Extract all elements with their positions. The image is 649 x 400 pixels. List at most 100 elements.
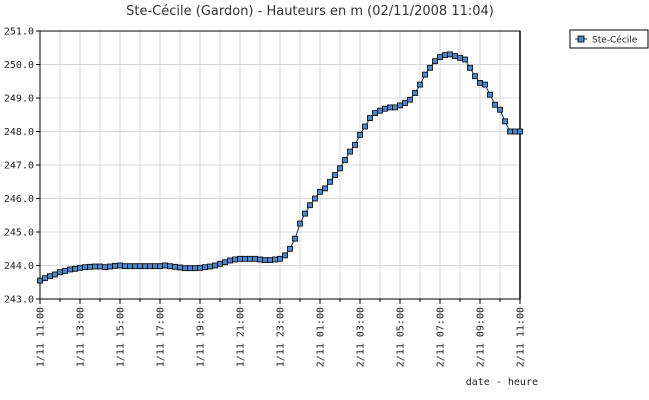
data-point xyxy=(197,264,203,271)
data-point xyxy=(142,263,148,270)
data-point xyxy=(482,81,488,88)
data-point xyxy=(392,104,398,111)
data-point xyxy=(337,165,343,172)
data-point xyxy=(262,257,268,264)
y-tick-label: 249.0 xyxy=(4,94,34,105)
data-point xyxy=(502,118,508,125)
x-tick-label: 1/11 15:00 xyxy=(116,307,127,367)
data-point xyxy=(312,195,318,202)
data-point xyxy=(122,263,128,270)
x-axis: 1/11 11:00 1/11 13:00 1/11 15:00 1/11 17:00… xyxy=(36,299,527,367)
data-point xyxy=(212,262,218,269)
data-point xyxy=(97,263,103,270)
data-point xyxy=(52,271,58,278)
legend-box xyxy=(569,29,649,49)
data-point xyxy=(307,202,313,209)
x-tick-label: 1/11 11:00 xyxy=(36,307,47,367)
data-point xyxy=(427,64,433,71)
x-tick-label: 2/11 09:00 xyxy=(476,307,487,367)
data-point xyxy=(457,54,463,61)
x-tick-label: 2/11 11:00 xyxy=(516,307,527,367)
x-tick-label: 1/11 19:00 xyxy=(196,307,207,367)
data-point xyxy=(342,157,348,163)
data-point xyxy=(202,264,208,271)
data-point xyxy=(82,264,88,271)
y-axis: 243.0 244.0 245.0 246.0 247.0 248.0 249.0 250.0… xyxy=(4,27,40,306)
data-point xyxy=(322,185,328,192)
data-point xyxy=(177,264,183,271)
data-point xyxy=(422,71,428,78)
x-tick-label: 2/11 03:00 xyxy=(356,307,367,367)
data-point xyxy=(132,263,138,270)
data-point xyxy=(492,101,498,108)
data-point xyxy=(417,81,423,88)
data-point xyxy=(302,210,308,217)
y-tick-label: 248.0 xyxy=(4,127,34,138)
chart-title: Ste-Cécile (Gardon) - Hauteurs en m (02/… xyxy=(126,4,494,19)
data-point xyxy=(407,96,413,103)
data-point xyxy=(472,73,478,80)
data-point xyxy=(112,262,118,269)
data-point xyxy=(152,263,158,270)
data-point xyxy=(117,262,123,269)
y-tick-label: 246.0 xyxy=(4,194,34,205)
data-point xyxy=(222,259,228,266)
data-point xyxy=(267,257,273,264)
data-point xyxy=(367,115,373,121)
y-tick-label: 250.0 xyxy=(4,60,34,71)
data-point xyxy=(277,255,283,262)
x-tick-label: 2/11 05:00 xyxy=(396,307,407,367)
data-point xyxy=(442,52,448,58)
data-point xyxy=(317,188,323,195)
data-point xyxy=(432,58,438,65)
data-point xyxy=(287,245,293,252)
y-tick-label: 251.0 xyxy=(4,27,34,38)
data-point xyxy=(297,220,303,227)
data-point xyxy=(137,263,143,270)
data-point xyxy=(507,128,513,135)
data-point xyxy=(327,178,333,185)
data-point xyxy=(397,102,403,109)
data-point xyxy=(447,51,453,58)
legend-square-marker xyxy=(577,35,585,43)
data-point xyxy=(467,64,473,71)
data-point xyxy=(412,90,418,96)
data-point xyxy=(227,257,233,264)
data-point xyxy=(362,123,368,130)
data-point xyxy=(517,128,523,135)
data-point xyxy=(257,256,263,263)
data-point xyxy=(462,56,468,63)
data-point xyxy=(42,275,48,282)
y-tick-label: 247.0 xyxy=(4,161,34,172)
x-tick-label: 2/11 07:00 xyxy=(436,307,447,367)
data-point xyxy=(437,54,443,60)
data-point xyxy=(242,255,248,262)
data-point xyxy=(252,255,258,262)
data-point xyxy=(87,263,93,270)
data-point xyxy=(182,265,188,272)
data-point xyxy=(57,269,63,276)
data-point xyxy=(452,53,458,59)
data-point xyxy=(102,264,108,271)
data-point xyxy=(172,263,178,270)
data-point xyxy=(47,273,53,280)
data-point xyxy=(237,255,243,262)
data-point xyxy=(387,104,393,111)
data-point xyxy=(107,263,113,270)
data-point xyxy=(207,263,213,270)
data-point xyxy=(487,91,493,98)
y-tick-label: 243.0 xyxy=(4,295,34,306)
x-axis-title: date - heure xyxy=(466,377,538,388)
x-tick-label: 1/11 21:00 xyxy=(236,307,247,367)
data-point xyxy=(162,262,168,269)
data-point xyxy=(292,235,298,242)
data-point xyxy=(62,267,68,274)
data-point xyxy=(247,255,253,262)
series-ste-cecile xyxy=(37,51,523,284)
data-point xyxy=(157,263,163,270)
data-point xyxy=(347,148,353,155)
x-tick-label: 1/11 17:00 xyxy=(156,307,167,367)
legend: Ste-Cécile xyxy=(569,29,649,49)
data-point xyxy=(37,277,43,284)
